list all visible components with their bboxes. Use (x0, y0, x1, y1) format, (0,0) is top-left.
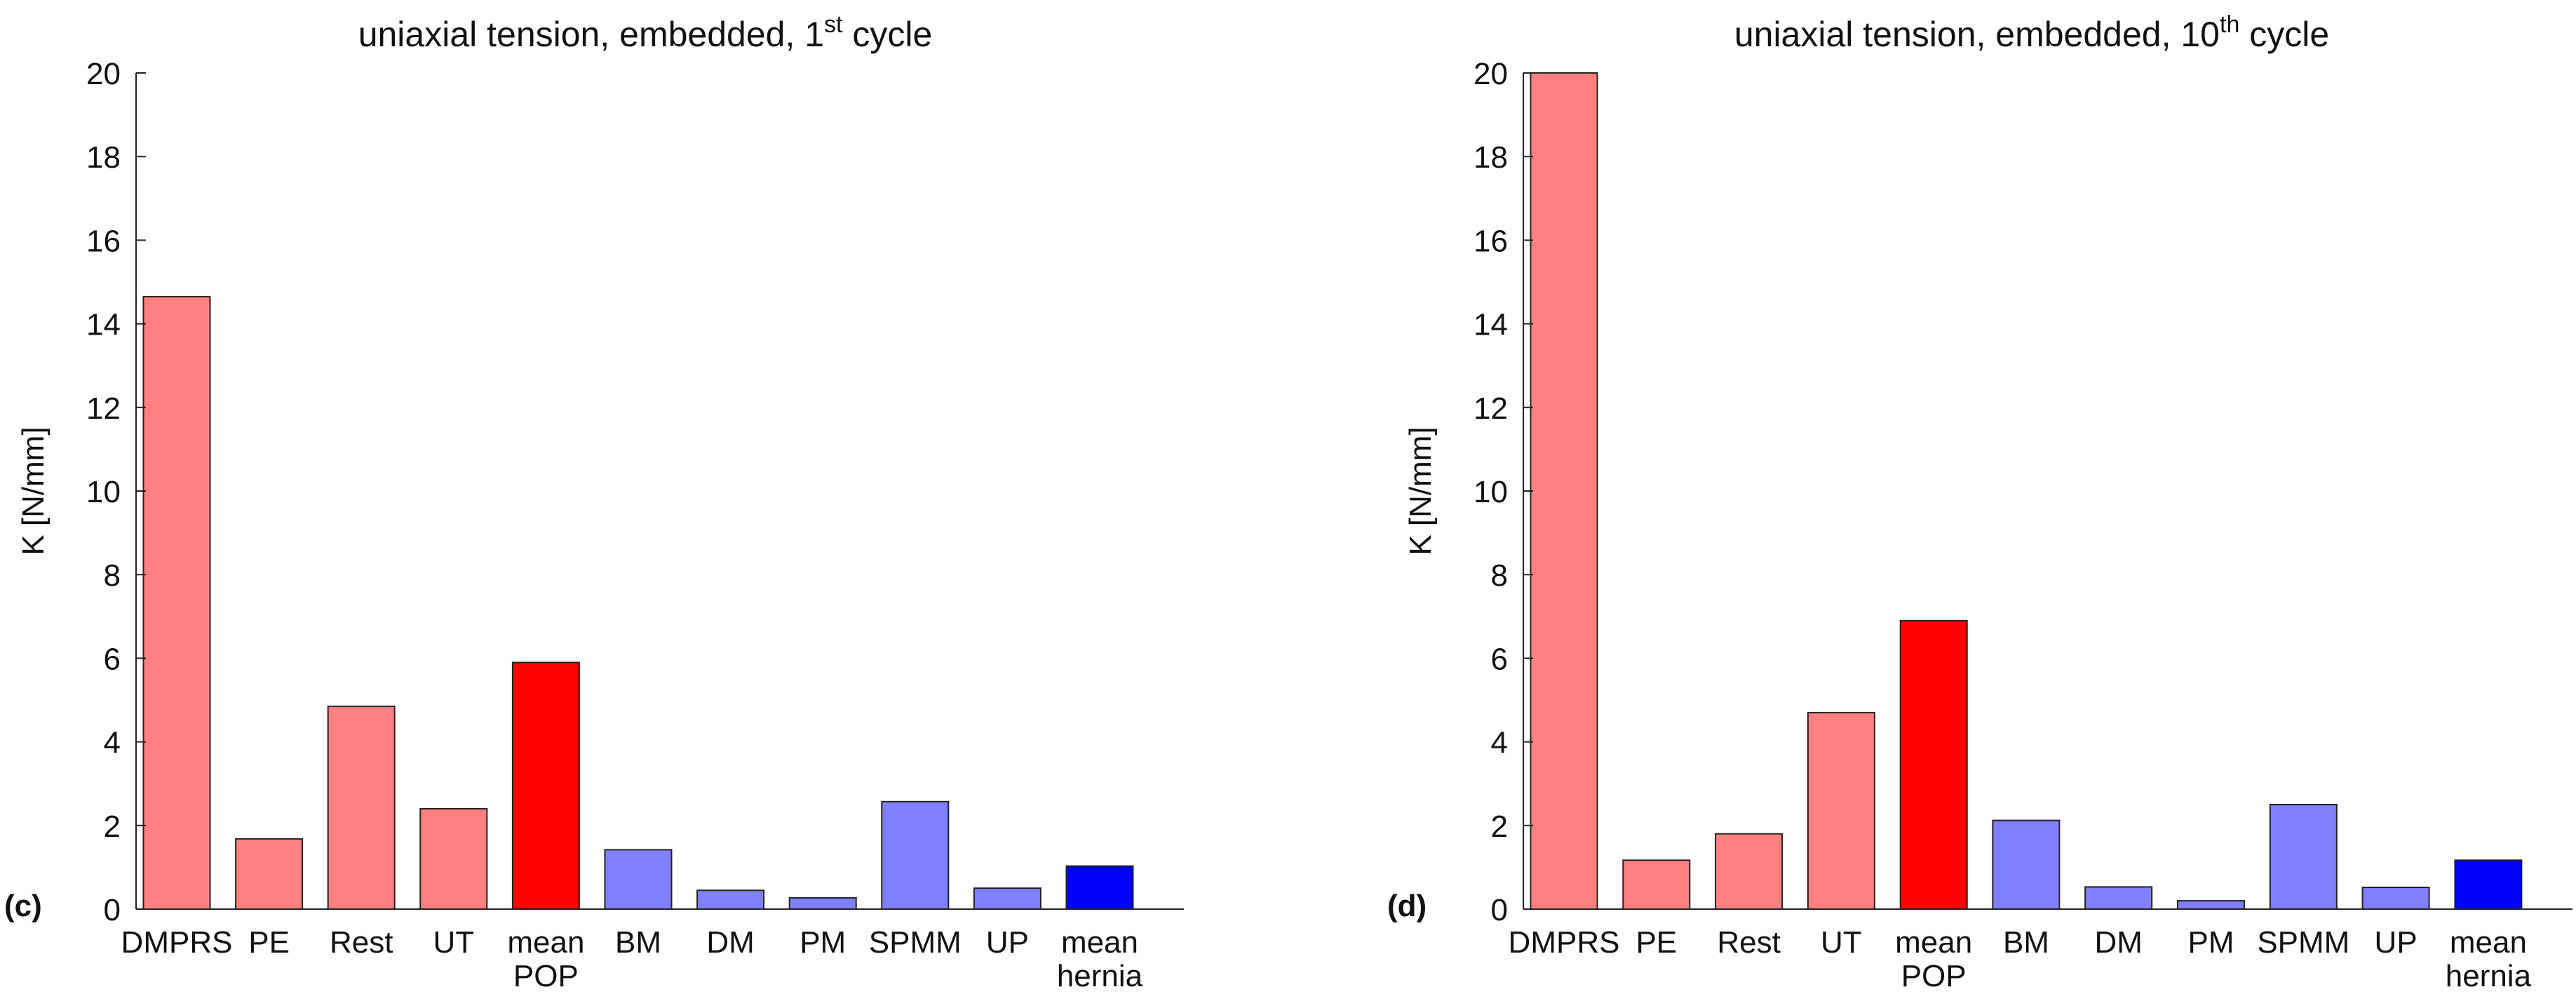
y-tick-label: 12 (86, 391, 121, 426)
x-tick-label: DM (2095, 925, 2143, 960)
x-tick-label: Rest (330, 925, 393, 960)
y-tick-label: 6 (1491, 642, 1508, 676)
x-tick-label: Rest (1717, 925, 1780, 960)
y-tick-label: 16 (86, 224, 121, 258)
x-tick-label: UT (433, 925, 474, 960)
bar-ut (419, 808, 488, 910)
bar-pm (2177, 900, 2245, 910)
chart-panel-c: 0 2 4 6 8 10 12 14 16 18 20 DMPRS PE Rest UT mean POP BM D… (4, 11, 1184, 993)
y-tick-label: 10 (1474, 475, 1508, 509)
y-tick-label: 0 (104, 893, 121, 927)
x-tick-label: PM (2188, 925, 2234, 960)
bar-mean-hernia (2454, 859, 2523, 911)
bar-dm (696, 889, 765, 910)
y-tick-label: 6 (104, 642, 121, 676)
x-tick-label: UP (2375, 925, 2417, 960)
x-tick-label: PE (248, 925, 290, 960)
y-tick-label: 20 (86, 57, 121, 91)
bar-mean-pop (1899, 619, 1968, 910)
x-tick-label: PM (800, 925, 846, 960)
y-tick-label: 2 (104, 809, 121, 844)
bar-bm (1992, 819, 2061, 910)
y-tick-label: 20 (1474, 57, 1508, 91)
x-tick-label: DMPRS (1509, 925, 1620, 960)
x-tick-label: BM (615, 925, 661, 960)
y-axis-title: K [N/mm] (1403, 426, 1438, 555)
bar-mean-pop (511, 661, 580, 911)
chart-title: uniaxial tension, embedded, 1st cycle (358, 11, 933, 54)
y-tick-label: 18 (86, 140, 121, 175)
x-tick-label: mean hernia (1057, 925, 1143, 993)
bar-up (2361, 887, 2430, 910)
y-tick-label: 8 (1491, 558, 1508, 593)
bar-up (973, 887, 1041, 910)
bar-dmprs (142, 295, 211, 910)
x-tick-label: PE (1636, 925, 1677, 960)
bar-rest (1715, 833, 1783, 910)
chart-panel-d: 0 2 4 6 8 10 12 14 16 18 20 DMPRS PE Rest UT mean POP BM D… (1387, 11, 2572, 993)
panel-label: (c) (4, 889, 42, 923)
x-tick-label: BM (2003, 925, 2049, 960)
y-tick-label: 14 (1474, 308, 1508, 342)
x-tick-label: DMPRS (121, 925, 233, 960)
x-tick-label: UP (986, 925, 1029, 960)
x-tick-label: mean POP (1895, 925, 1972, 993)
bar-rest (327, 705, 396, 911)
y-tick-label: 10 (86, 475, 121, 509)
x-tick-label: mean POP (507, 925, 584, 993)
bar-bm (604, 849, 673, 911)
bar-pe (1622, 859, 1691, 911)
y-tick-label: 8 (104, 558, 121, 593)
bar-ut (1807, 711, 1875, 911)
x-tick-label: SPMM (869, 925, 962, 960)
y-tick-label: 0 (1491, 893, 1508, 927)
x-tick-label: UT (1821, 925, 1862, 960)
y-axis-title: K [N/mm] (16, 426, 50, 555)
y-tick-label: 2 (1491, 809, 1508, 844)
y-tick-label: 16 (1474, 224, 1508, 258)
bar-mean-hernia (1065, 865, 1134, 910)
bar-spmm (2269, 804, 2338, 910)
y-tick-label: 4 (1491, 726, 1508, 760)
bar-spmm (881, 800, 950, 911)
y-tick-label: 4 (104, 726, 121, 760)
x-tick-label: SPMM (2257, 925, 2349, 960)
y-tick-label: 14 (86, 308, 121, 342)
bar-pe (235, 838, 304, 911)
y-tick-label: 18 (1474, 140, 1508, 175)
y-tick-label: 12 (1474, 391, 1508, 426)
chart-title: uniaxial tension, embedded, 10th cycle (1734, 11, 2329, 54)
bar-dmprs (1530, 72, 1598, 910)
x-tick-label: mean hernia (2446, 925, 2532, 993)
x-tick-label: DM (706, 925, 754, 960)
bar-dm (2084, 886, 2153, 911)
bar-pm (788, 896, 857, 911)
panel-label: (d) (1387, 889, 1427, 923)
